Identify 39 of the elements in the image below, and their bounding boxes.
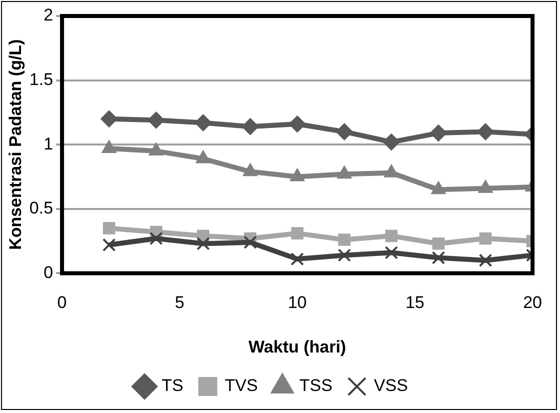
x-tick-label: 5 <box>174 293 184 312</box>
point <box>338 248 351 262</box>
y-axis-title: Konsentrasi Padatan (g/L) <box>6 39 25 250</box>
point <box>336 123 353 140</box>
point <box>385 230 398 242</box>
legend-label: TSS <box>299 376 332 396</box>
point <box>291 227 304 240</box>
point <box>288 116 306 133</box>
point <box>242 118 259 136</box>
y-tick-label: 1 <box>44 134 54 154</box>
point <box>194 114 212 132</box>
x-tick-label: 0 <box>57 293 67 312</box>
point <box>432 251 446 264</box>
y-tick-label: 0 <box>44 262 54 282</box>
point <box>430 124 447 142</box>
legend-label: TVS <box>224 376 258 396</box>
y-tick-label: 0.5 <box>29 198 54 218</box>
legend-label: TS <box>162 376 184 396</box>
point <box>478 254 492 267</box>
point <box>102 238 116 252</box>
point <box>432 237 445 250</box>
x-tick-label: 20 <box>523 293 542 312</box>
point <box>479 232 492 245</box>
point <box>290 252 304 266</box>
point <box>196 236 210 250</box>
y-tick-label: 2 <box>44 6 54 25</box>
point <box>384 246 398 260</box>
point <box>148 112 165 129</box>
x-axis-title: Waktu (hari) <box>248 337 346 356</box>
point <box>382 134 400 151</box>
point <box>102 222 116 234</box>
y-tick-label: 1.5 <box>29 70 54 89</box>
point <box>100 110 118 128</box>
legend-label: VSS <box>374 376 408 396</box>
point <box>338 234 350 246</box>
x-tick-label: 10 <box>288 293 307 312</box>
point <box>149 232 163 246</box>
point <box>244 236 257 249</box>
x-tick-label: 15 <box>405 293 424 312</box>
